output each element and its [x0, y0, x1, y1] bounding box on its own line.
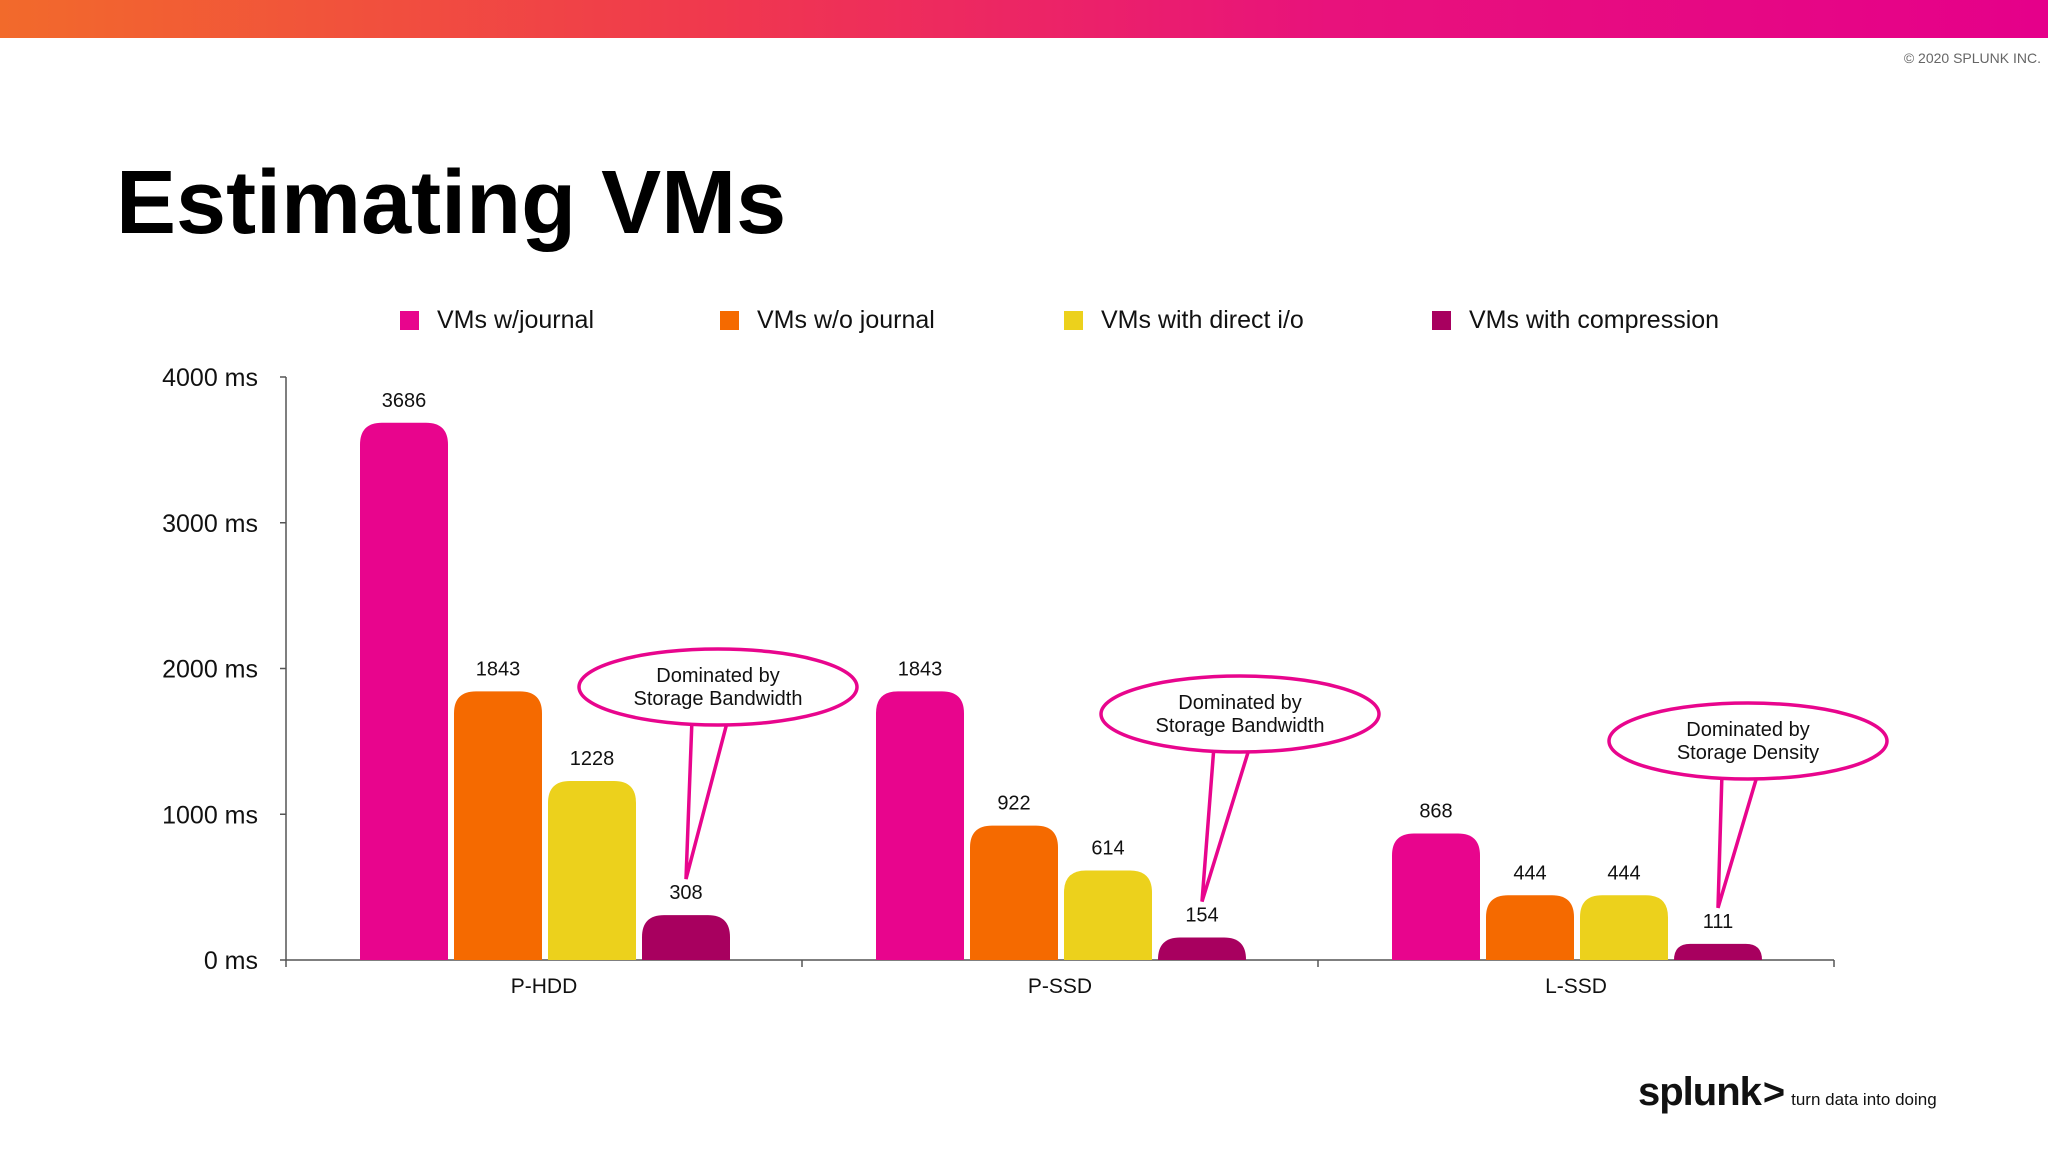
y-tick-label: 3000 ms	[162, 510, 258, 538]
legend-swatch	[400, 311, 419, 330]
splunk-logo: splunk > turn data into doing	[1638, 1070, 1937, 1115]
data-label: 1843	[898, 658, 943, 680]
callout-pointer	[684, 717, 731, 880]
bar	[1486, 895, 1574, 960]
legend-label: VMs w/o journal	[757, 306, 935, 334]
legend-label: VMs with direct i/o	[1101, 306, 1304, 334]
data-label: 308	[669, 882, 702, 904]
callout-pointer	[1716, 771, 1761, 909]
data-label: 3686	[382, 390, 427, 412]
x-tick-label: P-SSD	[1028, 975, 1092, 998]
data-label: 868	[1419, 800, 1452, 822]
x-tick-label: P-HDD	[511, 975, 578, 998]
logo-tagline: turn data into doing	[1791, 1090, 1937, 1109]
chart-legend: VMs w/journal VMs w/o journal VMs with dir…	[0, 306, 2048, 336]
legend-label: VMs w/journal	[437, 306, 594, 334]
y-tick-label: 4000 ms	[162, 364, 258, 392]
bar	[876, 691, 964, 960]
y-tick-label: 2000 ms	[162, 656, 258, 684]
callout-bubble	[1607, 701, 1889, 781]
callout-bubble	[577, 647, 859, 727]
legend-label: VMs with compression	[1469, 306, 1720, 334]
callout-text: Dominated by	[1178, 692, 1301, 714]
legend-item: VMs with compression	[1432, 306, 1719, 335]
bar	[1158, 937, 1246, 960]
legend-item: VMs with direct i/o	[1064, 306, 1304, 335]
bar	[970, 825, 1058, 960]
legend-swatch	[1432, 311, 1451, 330]
data-label: 1843	[476, 658, 521, 680]
data-label: 614	[1091, 838, 1124, 860]
callout-text: Storage Bandwidth	[1155, 715, 1324, 737]
bar	[1674, 943, 1762, 960]
bar	[1580, 895, 1668, 960]
bar	[360, 422, 448, 960]
top-gradient-bar	[0, 0, 2048, 38]
data-label: 922	[997, 793, 1030, 815]
legend-swatch	[720, 311, 739, 330]
data-label: 154	[1185, 905, 1218, 927]
bar	[642, 915, 730, 960]
callout-text: Storage Density	[1677, 742, 1819, 764]
bar	[1064, 870, 1152, 960]
callout-bubble	[1099, 674, 1381, 754]
legend-item: VMs w/o journal	[720, 306, 935, 335]
x-tick-label: L-SSD	[1545, 975, 1607, 998]
bar	[1392, 833, 1480, 960]
callout-text: Storage Bandwidth	[633, 688, 802, 710]
page-title: Estimating VMs	[116, 153, 787, 253]
data-label: 444	[1513, 862, 1546, 884]
y-tick-label: 1000 ms	[162, 801, 258, 829]
data-label: 111	[1703, 911, 1733, 933]
logo-word: splunk	[1638, 1070, 1762, 1114]
bar	[548, 781, 636, 960]
copyright-notice: © 2020 SPLUNK INC.	[1903, 50, 2041, 66]
data-label: 1228	[570, 748, 615, 770]
data-label: 444	[1607, 862, 1640, 884]
chevron-right-icon: >	[1762, 1072, 1786, 1114]
callout-pointer	[1200, 744, 1253, 903]
legend-swatch	[1064, 311, 1083, 330]
callout-text: Dominated by	[656, 665, 779, 687]
bar	[454, 691, 542, 960]
legend-item: VMs w/journal	[400, 306, 594, 335]
callout-text: Dominated by	[1686, 719, 1809, 741]
y-tick-label: 0 ms	[204, 947, 258, 975]
